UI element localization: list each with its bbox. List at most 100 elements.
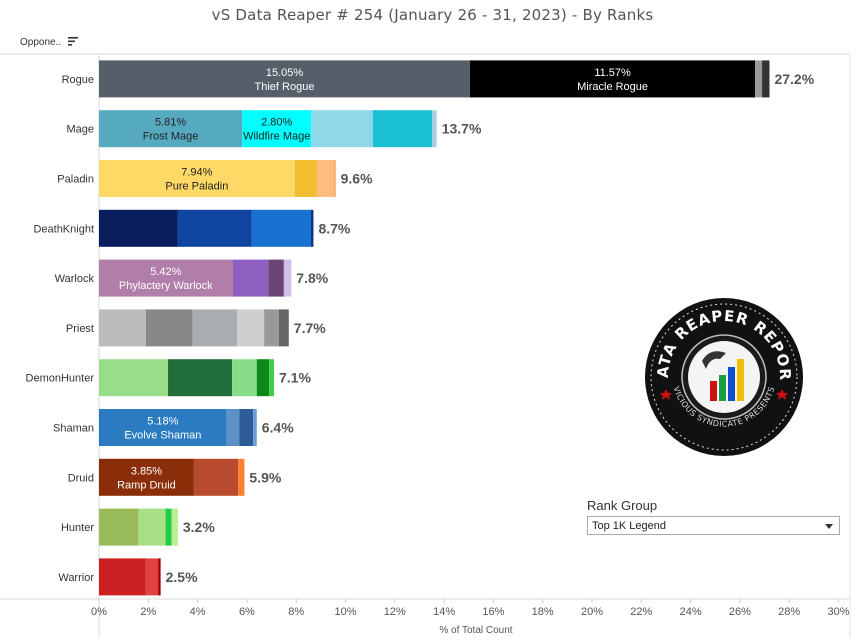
bar-segment[interactable] [334, 160, 336, 197]
rank-group-selected-value: Top 1K Legend [592, 520, 667, 532]
bar-segment[interactable] [99, 508, 139, 546]
segment-percent-label: 15.05% [266, 67, 304, 79]
category-label: Druid [68, 472, 94, 484]
bar-segment[interactable] [193, 458, 239, 496]
x-tick-label: 30% [827, 606, 849, 618]
segment-percent-label: 5.18% [147, 416, 178, 428]
bar-segment[interactable] [99, 209, 178, 247]
sort-header[interactable]: Oppone.. [20, 37, 62, 48]
category-label: Hunter [61, 522, 94, 534]
data-reaper-report-logo: DATA REAPER REPORT VICIOUS SYNDICATE PRE… [644, 297, 803, 456]
segment-archetype-label: Pure Paladin [165, 181, 228, 193]
bar-segment[interactable] [99, 359, 169, 397]
bar-segment[interactable] [251, 209, 311, 247]
x-tick-label: 24% [680, 606, 702, 618]
segment-archetype-label: Ramp Druid [117, 479, 176, 491]
bar-segment[interactable] [268, 259, 284, 297]
bar-segment[interactable] [177, 209, 252, 247]
bar-segment[interactable] [99, 259, 233, 297]
bar-segment[interactable] [239, 409, 254, 446]
x-tick-label: 20% [581, 606, 603, 618]
bar-segment[interactable] [99, 558, 146, 596]
rank-group-label: Rank Group [587, 498, 658, 513]
chevron-down-icon[interactable] [825, 524, 833, 529]
bar-segment[interactable] [755, 60, 763, 98]
bar-segment[interactable] [372, 110, 433, 148]
bar-segment[interactable] [242, 110, 312, 148]
bar-segment[interactable] [99, 160, 295, 197]
bar-total-label: 13.7% [442, 121, 482, 137]
bar-segment[interactable] [283, 259, 292, 297]
bar-segment[interactable] [278, 309, 289, 347]
bar-total-label: 7.1% [279, 370, 311, 386]
bar-segment[interactable] [432, 110, 437, 148]
bar-segment[interactable] [269, 359, 275, 397]
segment-percent-label: 11.57% [594, 67, 631, 79]
bar-segment[interactable] [99, 110, 243, 148]
bar-segment[interactable] [165, 508, 172, 546]
bars-layer: 15.05% Thief Rogue 11.57% Miracle Rogue 5.81… [99, 60, 770, 596]
rank-group-dropdown[interactable]: Top 1K Legend [587, 516, 840, 535]
bar-total-label: 8.7% [318, 220, 350, 236]
segment-percent-label: 7.94% [181, 167, 212, 179]
total-labels: 27.2% 13.7% 9.6% 8.7% 7.8% 7.7% 7.1% 6.4% 5.9% 3.… [166, 71, 815, 585]
bar-total-label: 27.2% [774, 71, 814, 87]
segment-percent-label: 3.85% [131, 465, 162, 477]
segment-percent-label: 5.81% [155, 117, 186, 129]
x-tick-label: 4% [190, 606, 206, 618]
category-labels: Rogue Mage Paladin DeathKnight Warlock Priest… [26, 74, 95, 584]
x-tick-label: 6% [239, 606, 255, 618]
bar-segment[interactable] [138, 508, 166, 546]
x-tick-label: 18% [532, 606, 554, 618]
bar-total-label: 7.7% [294, 320, 326, 336]
bar-segment[interactable] [253, 409, 257, 446]
sort-descending-icon[interactable] [68, 37, 78, 46]
bar-segment[interactable] [145, 558, 159, 596]
bar-segment[interactable] [168, 359, 233, 397]
bar-total-label: 9.6% [341, 171, 373, 187]
bar-total-label: 5.9% [249, 469, 281, 485]
x-tick-label: 22% [630, 606, 652, 618]
bar-total-label: 7.8% [296, 270, 328, 286]
bar-segment[interactable] [99, 458, 194, 496]
x-tick-label: 28% [778, 606, 800, 618]
category-label: DeathKnight [33, 223, 94, 235]
bar-segment[interactable] [256, 359, 270, 397]
segment-archetype-label: Frost Mage [143, 131, 199, 143]
bar-segment[interactable] [238, 458, 245, 496]
x-tick-label: 2% [140, 606, 156, 618]
bar-segment[interactable] [232, 359, 257, 397]
segment-archetype-label: Wildfire Mage [243, 131, 310, 143]
bar-segment[interactable] [316, 160, 335, 197]
bar-segment[interactable] [310, 209, 314, 247]
bar-segment[interactable] [762, 60, 770, 98]
bar-segment[interactable] [192, 309, 238, 347]
bar-segment[interactable] [469, 60, 756, 98]
bar-segment[interactable] [171, 508, 178, 546]
segment-archetype-label: Phylactery Warlock [119, 280, 213, 292]
bar-segment[interactable] [226, 409, 240, 446]
chart-title: vS Data Reaper # 254 (January 26 - 31, 2… [211, 6, 654, 24]
bar-segment[interactable] [99, 409, 227, 446]
bar-segment[interactable] [99, 60, 470, 98]
bar-segment[interactable] [237, 309, 265, 347]
bar-total-label: 3.2% [183, 519, 215, 535]
category-label: Shaman [53, 423, 94, 435]
x-tick-label: 0% [91, 606, 107, 618]
bar-segment[interactable] [99, 309, 146, 347]
bar-segment[interactable] [145, 309, 193, 347]
bar-segment[interactable] [311, 110, 373, 148]
bar-segment[interactable] [264, 309, 279, 347]
bar-total-label: 2.5% [166, 569, 198, 585]
category-label: Mage [66, 124, 94, 136]
category-label: Paladin [57, 174, 94, 186]
x-tick-label: 14% [433, 606, 455, 618]
category-label: Rogue [62, 74, 94, 86]
bar-segment[interactable] [232, 259, 269, 297]
bar-total-label: 6.4% [262, 420, 294, 436]
category-label: Warlock [55, 273, 95, 285]
bar-segment[interactable] [294, 160, 317, 197]
category-label: DemonHunter [26, 373, 95, 385]
bar-segment[interactable] [158, 558, 161, 596]
